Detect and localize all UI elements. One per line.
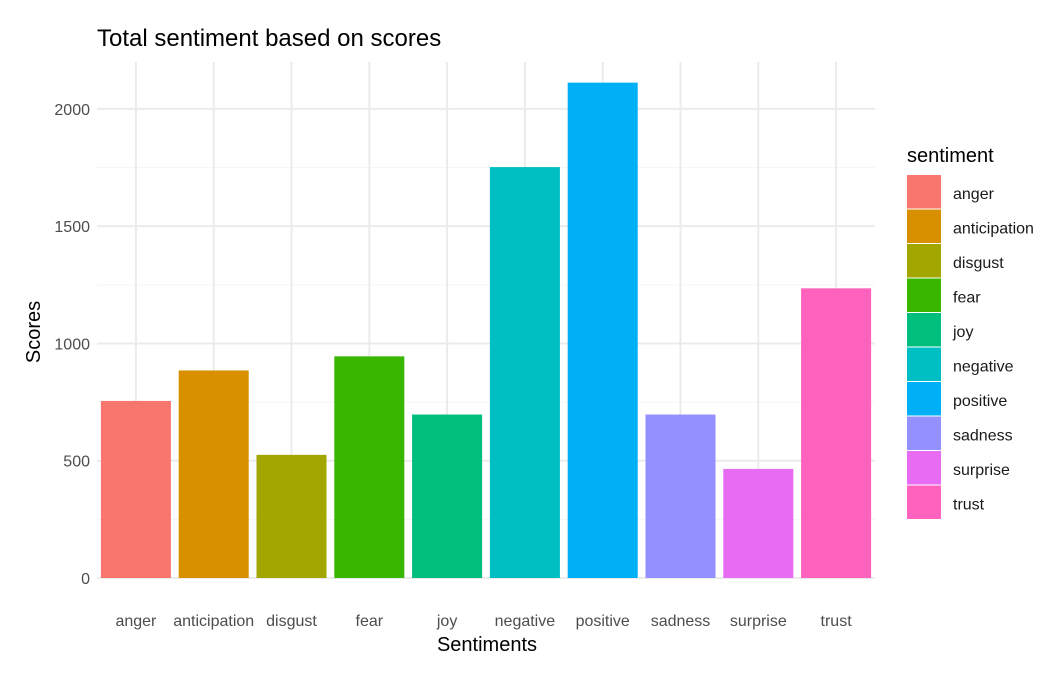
bar-negative	[489, 167, 560, 579]
x-tick-label: disgust	[266, 613, 317, 630]
legend-key-disgust	[907, 244, 941, 278]
x-tick-label: positive	[576, 613, 630, 630]
y-tick-label: 2000	[54, 102, 90, 119]
y-axis-title: Scores	[23, 301, 45, 363]
legend-key-surprise	[907, 451, 941, 485]
legend-key-negative	[907, 347, 941, 381]
bar-positive	[567, 82, 638, 578]
legend-title: sentiment	[907, 145, 994, 167]
legend-label-surprise: surprise	[953, 462, 1010, 479]
y-tick-label: 1500	[54, 219, 90, 236]
x-tick-label: trust	[821, 613, 853, 630]
bar-trust	[801, 288, 872, 578]
legend-label-disgust: disgust	[953, 255, 1004, 272]
legend-key-anger	[907, 175, 941, 209]
x-tick-labels: anger anticipation disgust fear joy negative p…	[115, 613, 852, 630]
y-tick-label: 1000	[54, 336, 90, 353]
legend-label-sadness: sadness	[953, 428, 1013, 445]
legend-key-anticipation	[907, 209, 941, 243]
x-tick-label: anger	[115, 613, 157, 630]
legend-key-positive	[907, 382, 941, 416]
bars	[100, 82, 872, 579]
legend-label-positive: positive	[953, 393, 1007, 410]
x-axis-title: Sentiments	[437, 634, 537, 656]
bar-disgust	[256, 454, 327, 578]
legend-key-fear	[907, 278, 941, 312]
x-tick-label: joy	[436, 613, 457, 630]
x-tick-label: fear	[356, 613, 384, 630]
legend-key-trust	[907, 485, 941, 519]
bar-joy	[412, 414, 483, 578]
y-tick-labels: 0 500 1000 1500 2000	[54, 102, 90, 588]
x-tick-label: surprise	[730, 613, 787, 630]
legend-label-fear: fear	[953, 290, 981, 307]
legend-label-anger: anger	[953, 186, 995, 203]
legend-label-negative: negative	[953, 359, 1014, 376]
bar-anticipation	[178, 370, 249, 578]
bar-surprise	[723, 468, 794, 578]
bar-fear	[334, 356, 405, 578]
legend-label-trust: trust	[953, 497, 985, 514]
x-tick-label: negative	[495, 613, 556, 630]
x-tick-label: anticipation	[173, 613, 254, 630]
legend-key-sadness	[907, 416, 941, 450]
bar-anger	[100, 400, 171, 578]
legend-label-anticipation: anticipation	[953, 221, 1034, 238]
bar-sadness	[645, 414, 716, 578]
y-tick-label: 500	[63, 454, 90, 471]
x-tick-label: sadness	[651, 613, 711, 630]
chart-title: Total sentiment based on scores	[97, 25, 441, 52]
y-tick-label: 0	[81, 571, 90, 588]
legend-key-joy	[907, 313, 941, 347]
legend: sentiment anger anticipation disgust fear jo…	[907, 145, 1034, 519]
legend-label-joy: joy	[952, 324, 973, 341]
